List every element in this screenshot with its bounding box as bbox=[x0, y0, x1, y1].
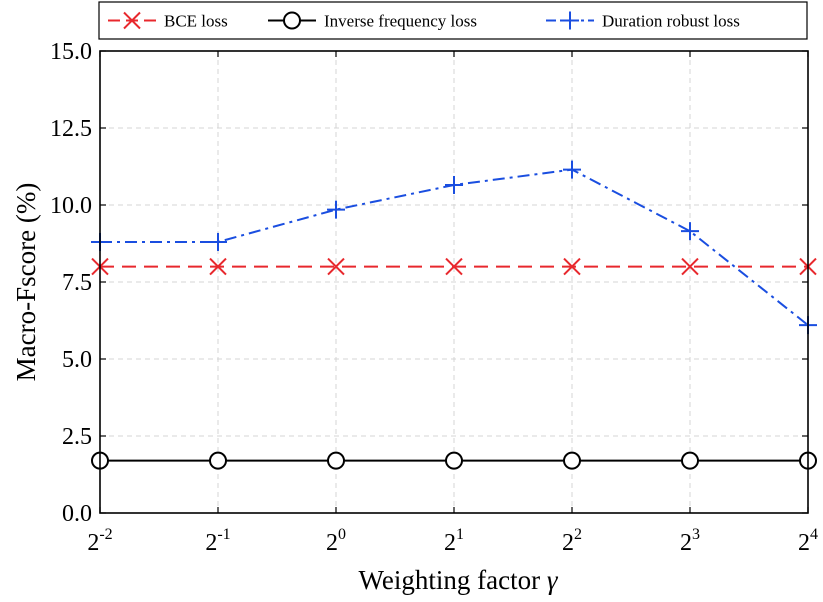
grid bbox=[100, 51, 808, 513]
legend-label: BCE loss bbox=[164, 12, 228, 31]
x-tick-label: 23 bbox=[680, 526, 700, 556]
legend-marker bbox=[283, 11, 301, 30]
y-tick-label: 0.0 bbox=[62, 501, 92, 527]
data-point bbox=[681, 451, 699, 470]
data-point bbox=[209, 257, 227, 276]
data-point bbox=[445, 451, 463, 470]
legend-marker bbox=[123, 11, 141, 30]
data-point bbox=[327, 451, 345, 470]
data-point bbox=[563, 451, 581, 470]
y-tick-label: 7.5 bbox=[62, 270, 92, 296]
x-tick-label: 2-2 bbox=[87, 526, 112, 556]
data-point bbox=[445, 257, 463, 276]
x-axis-title-symbol: γ bbox=[547, 565, 559, 595]
data-point bbox=[327, 257, 345, 276]
legend-box bbox=[98, 1, 808, 40]
y-tick-label: 15.0 bbox=[50, 39, 92, 65]
tick-layer: 0.0 2.5 5.0 7.5 10.0 12.5 15.0 2-2 2-1 20 21 22 23 24 bbox=[50, 39, 818, 556]
legend-marker bbox=[561, 11, 579, 30]
data-point bbox=[327, 200, 345, 219]
y-tick-label: 5.0 bbox=[62, 347, 92, 373]
x-axis-title-text: Weighting factor bbox=[359, 565, 547, 595]
data-point bbox=[445, 175, 463, 194]
y-tick-label: 10.0 bbox=[50, 193, 92, 219]
legend-label: Duration robust loss bbox=[602, 12, 740, 31]
x-tick-label: 24 bbox=[798, 526, 818, 556]
data-point bbox=[681, 222, 699, 241]
x-tick-label: 20 bbox=[326, 526, 346, 556]
data-point bbox=[563, 257, 581, 276]
x-tick-label: 22 bbox=[562, 526, 582, 556]
data-point bbox=[563, 160, 581, 179]
legend: BCE loss Inverse frequency loss Duration r… bbox=[98, 1, 808, 40]
legend-label: Inverse frequency loss bbox=[324, 12, 477, 31]
y-tick-label: 12.5 bbox=[50, 116, 92, 142]
y-tick-label: 2.5 bbox=[62, 424, 92, 450]
data-point bbox=[209, 451, 227, 470]
y-axis-title: Macro-Fscore (%) bbox=[11, 183, 41, 382]
data-point bbox=[209, 232, 227, 251]
x-tick-label: 21 bbox=[444, 526, 464, 556]
x-axis-title: Weighting factor γ bbox=[359, 565, 559, 595]
x-tick-label: 2-1 bbox=[205, 526, 230, 556]
data-point bbox=[681, 257, 699, 276]
series-layer bbox=[91, 160, 817, 470]
